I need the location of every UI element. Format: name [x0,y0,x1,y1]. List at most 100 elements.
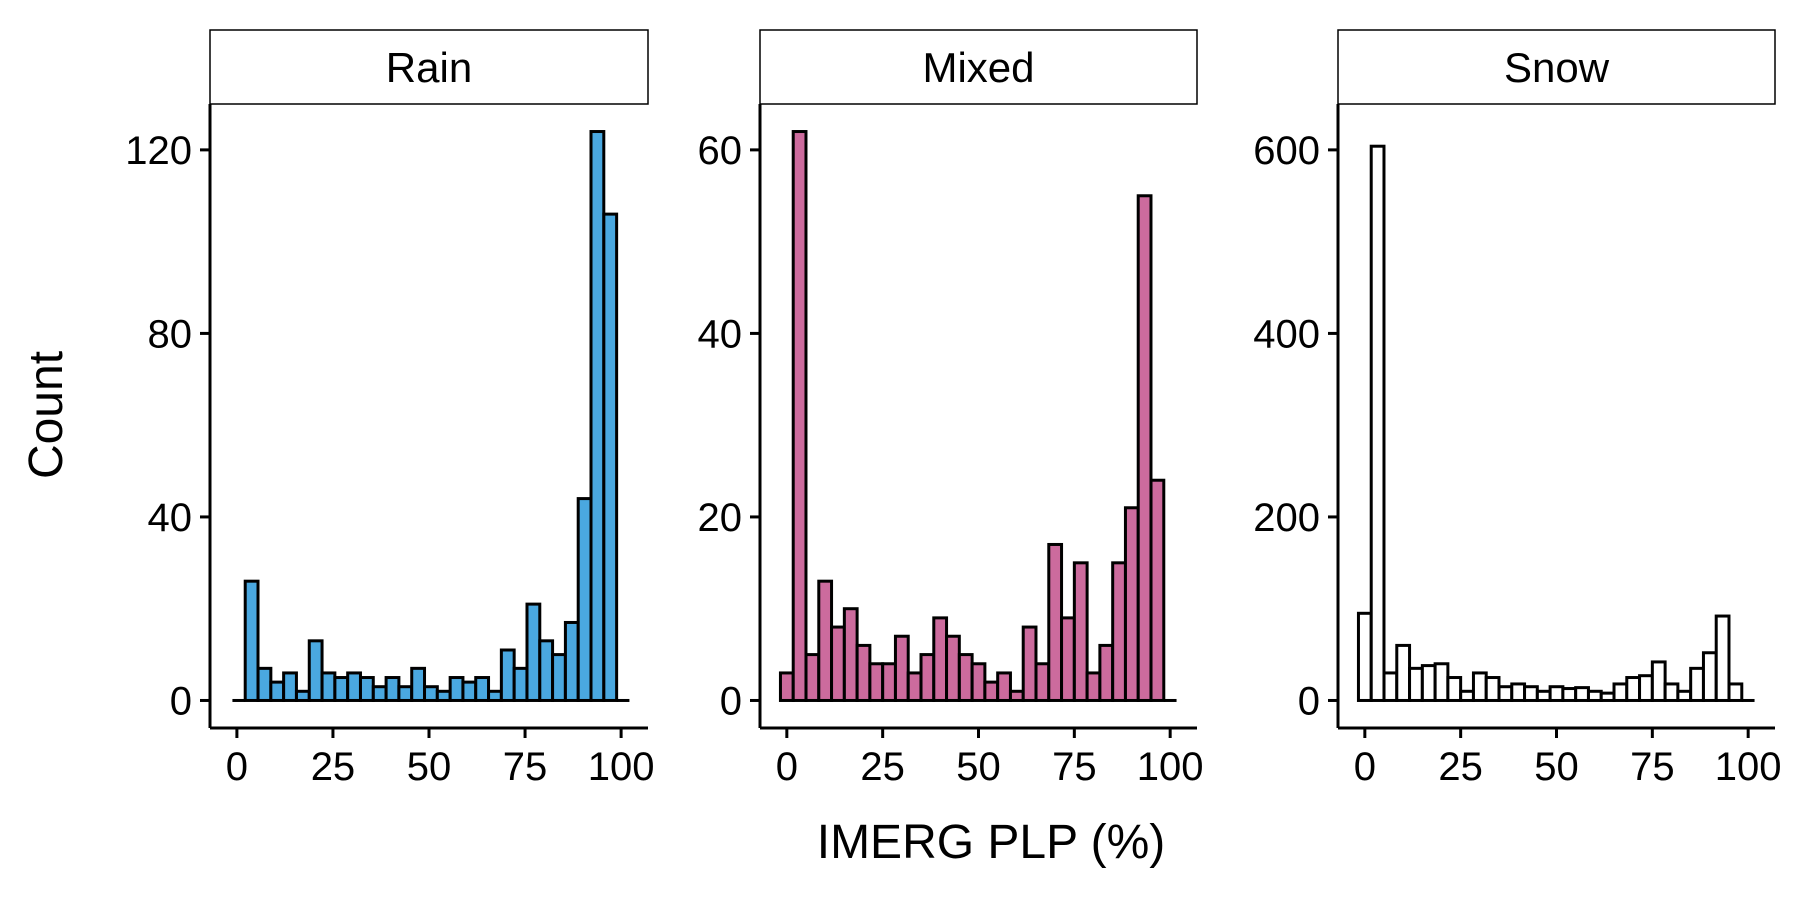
histogram-bar [945,634,961,702]
histogram-bar [1420,664,1437,702]
histogram-bar [1034,662,1051,702]
x-tick-label: 75 [503,745,548,789]
histogram-bar [282,671,298,702]
histogram-bar [1727,682,1744,702]
histogram-bar [1047,542,1064,702]
histogram-bar [474,676,491,702]
y-axis-title: Count [20,351,73,479]
histogram-bar [269,680,286,702]
y-tick-label: 600 [1253,129,1320,173]
histogram-bar [830,625,846,702]
y-tick-label: 40 [698,312,743,356]
histogram-bar [791,130,808,702]
histogram-bar [1382,671,1399,702]
histogram-bar [256,666,273,702]
facet-strip [759,29,1198,105]
histogram-bar [371,685,388,702]
histogram-bar [919,653,936,702]
histogram-bar [384,676,401,702]
facet-label: Mixed [922,44,1034,91]
histogram-bar [551,653,567,702]
histogram-bar [538,639,555,702]
histogram-bar [1714,614,1731,702]
histogram-bar [855,643,872,702]
histogram-bar [1356,611,1373,702]
histogram-bar [1535,689,1552,702]
histogram-bar [817,579,834,702]
x-tick-label: 25 [311,745,356,789]
histogram-bar [1072,561,1089,702]
x-tick-label: 100 [588,745,655,789]
histogram-bar [983,680,1000,702]
histogram-bar [957,653,974,702]
histogram-bar [842,607,859,702]
histogram-bar [1098,643,1115,702]
histogram-bar [778,671,795,702]
panel-snow: Snow 0 200 400 600 0 25 50 75 100 [1253,29,1782,789]
histogram-bar [1625,676,1642,702]
histogram-bar [1663,682,1680,702]
histogram-bar [358,676,375,702]
histogram-bar [1060,616,1076,702]
histogram-bar [1561,687,1578,702]
x-tick-label: 50 [1534,745,1579,789]
histogram-bar [1136,194,1153,702]
panel-mixed: Mixed 0 20 40 60 0 25 50 75 100 [698,29,1204,789]
x-tick-label: 75 [1630,745,1675,789]
histogram-bar [868,662,885,702]
histogram-bar [881,662,897,702]
histogram-bar [1574,686,1590,702]
facet-label: Snow [1504,44,1610,91]
x-tick-label: 75 [1052,745,1097,789]
histogram-bar [346,671,362,702]
x-tick-label: 25 [1438,745,1483,789]
y-tick-label: 60 [698,129,743,173]
histogram-bar [1395,643,1412,702]
histogram-bar [1650,660,1667,702]
histogram-bar [397,685,414,702]
histogram-bar [1484,676,1501,702]
histogram-bar [499,648,516,702]
x-tick-label: 100 [1137,745,1204,789]
histogram-bar [1638,674,1654,702]
histogram-bar [970,662,987,702]
histogram-bar [1008,689,1025,702]
x-tick-label: 50 [956,745,1001,789]
histogram-bar [1523,685,1539,702]
histogram-bar [320,671,337,702]
histogram-bar [1446,676,1463,702]
histogram-bar [1471,671,1488,702]
histogram-bar [410,666,427,702]
y-tick-label: 200 [1253,496,1320,540]
histogram-bar [1369,144,1386,702]
x-tick-label: 0 [226,745,248,789]
histogram-bar [294,689,311,702]
histogram-bar [423,685,439,702]
histogram-bar [576,497,593,702]
histogram-bar [1599,691,1616,702]
histogram-bar [1149,478,1166,702]
histogram-bar [461,680,478,702]
y-tick-label: 0 [720,679,742,723]
x-tick-label: 50 [407,745,452,789]
y-tick-label: 0 [1298,679,1320,723]
histogram-bar [307,639,324,702]
histogram-bar [1701,651,1718,702]
histogram-bar [487,689,503,702]
histogram-bar [243,579,260,702]
y-tick-label: 120 [125,129,192,173]
histogram-bar [1612,682,1629,702]
facet-strip [1337,29,1776,105]
facet-strip [209,29,649,105]
histogram-bar [1548,685,1565,702]
histogram-bar [525,602,542,702]
histogram-bar [906,671,923,702]
histogram-bar [1586,689,1603,702]
panel-rain: Rain 0 40 80 120 0 25 50 75 100 [125,29,655,789]
x-tick-label: 25 [860,745,905,789]
x-tick-label: 0 [776,745,798,789]
y-tick-label: 20 [698,496,743,540]
histogram-bar [1510,682,1527,702]
y-tick-label: 80 [148,312,193,356]
